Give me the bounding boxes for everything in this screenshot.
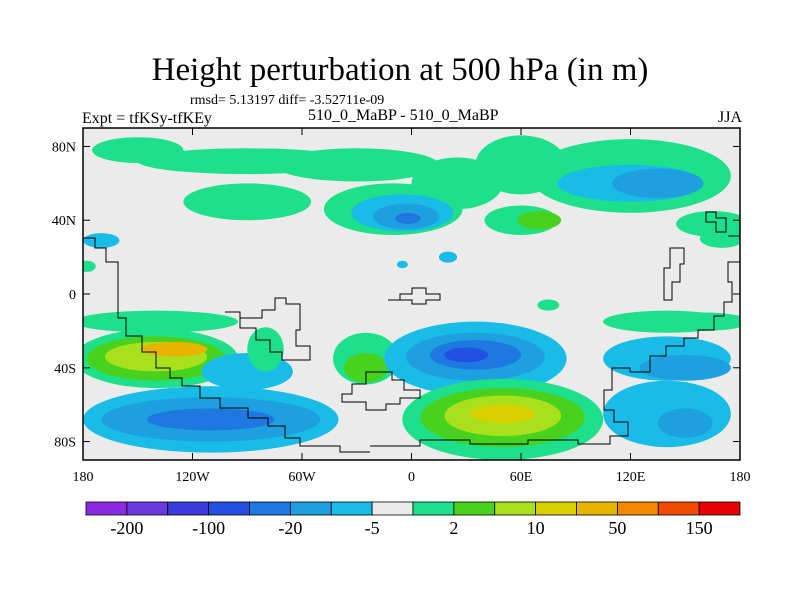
x-tick-label-2: 60W: [288, 470, 316, 485]
colorbar-label-3: -5: [365, 518, 380, 538]
colorbar-label-1: -100: [192, 518, 225, 538]
coastline-northeast: [705, 211, 740, 237]
colorbar-swatch-8: [412, 501, 455, 516]
coastline-asia: [663, 247, 685, 301]
stats-line: rmsd= 5.13197 diff= -3.52711e-09: [190, 93, 385, 108]
y-tick-label-3: 40S: [54, 362, 76, 377]
chart-title: Height perturbation at 500 hPa (in m): [151, 52, 649, 88]
colorbar-swatch-5: [289, 501, 332, 516]
field-contour-22: [83, 310, 239, 333]
colorbar-label-7: 150: [686, 518, 713, 538]
colorbar-swatch-9: [453, 501, 496, 516]
case-label: 510_0_MaBP - 510_0_MaBP: [308, 107, 499, 124]
colorbar-label-0: -200: [110, 518, 143, 538]
field-contour-14: [395, 212, 421, 224]
field-contour-2: [274, 148, 439, 182]
x-tick-label-0: 180: [73, 470, 94, 485]
colorbar-swatch-3: [208, 501, 250, 516]
season-label: JJA: [717, 109, 742, 126]
field-contour-21: [537, 299, 560, 311]
field-contour-20: [396, 260, 408, 269]
x-tick-label-6: 180: [730, 470, 751, 485]
colorbar-swatch-7: [371, 501, 414, 516]
field-contour-36: [444, 347, 489, 363]
coastline: [83, 211, 740, 453]
colorbar: -200 -100 -20 -5 2 10 50 150: [85, 501, 741, 538]
field-contour-28: [141, 341, 208, 357]
colorbar-swatch-13: [616, 501, 659, 516]
x-tick-label-5: 120E: [616, 470, 646, 485]
colorbar-label-5: 10: [527, 518, 545, 538]
x-tick-label-3: 0: [408, 470, 415, 485]
field-contour-24: [657, 312, 740, 331]
colorbar-swatch-14: [657, 501, 700, 516]
x-axis: 180 120W 60W 0 60E 120E 180: [73, 128, 751, 485]
field-contour-30: [247, 327, 284, 372]
y-tick-label-0: 80N: [52, 140, 76, 155]
field-contour-18: [83, 260, 96, 272]
colorbar-label-2: -20: [278, 518, 302, 538]
x-tick-label-4: 60E: [510, 470, 533, 485]
colorbar-swatch-10: [494, 501, 537, 516]
field-contour-47: [657, 408, 713, 438]
field-contour-19: [438, 251, 458, 263]
colorbar-label-4: 2: [449, 518, 458, 538]
field-contour-38: [639, 354, 731, 381]
coastline-antarctica: [370, 261, 740, 447]
colorbar-swatch-12: [576, 501, 618, 516]
field-contour-17: [83, 233, 120, 248]
x-tick-label-1: 120W: [175, 470, 210, 485]
colorbar-swatch-15: [698, 501, 741, 516]
field-contour-1: [92, 137, 184, 164]
field-contour-16: [699, 229, 740, 248]
y-tick-label-1: 40N: [52, 214, 76, 229]
field-contour-32: [343, 353, 388, 383]
field-contour-3: [183, 183, 312, 221]
y-tick-label-4: 80S: [54, 436, 76, 451]
colorbar-swatch-4: [249, 501, 291, 516]
field-contour-41: [146, 408, 275, 431]
coastline-africa: [341, 371, 421, 411]
coastline-americas: [83, 237, 370, 453]
y-tick-label-2: 0: [69, 288, 76, 303]
colorbar-swatch-11: [535, 501, 577, 516]
colorbar-swatch-0: [85, 501, 128, 516]
field-contour-8: [612, 168, 704, 199]
coastline-southamerica: [225, 297, 311, 361]
colorbar-swatch-6: [330, 501, 373, 516]
experiment-label: Expt = tfKSy-tfKEy: [82, 110, 212, 127]
y-axis: 80N 40N 0 40S 80S: [52, 140, 740, 451]
colorbar-swatch-1: [126, 501, 169, 516]
field-contour-10: [517, 211, 562, 230]
field-contour-45: [469, 404, 536, 424]
colorbar-swatch-2: [167, 501, 210, 516]
coastline-equatorial: [388, 287, 441, 305]
colorbar-label-6: 50: [608, 518, 626, 538]
